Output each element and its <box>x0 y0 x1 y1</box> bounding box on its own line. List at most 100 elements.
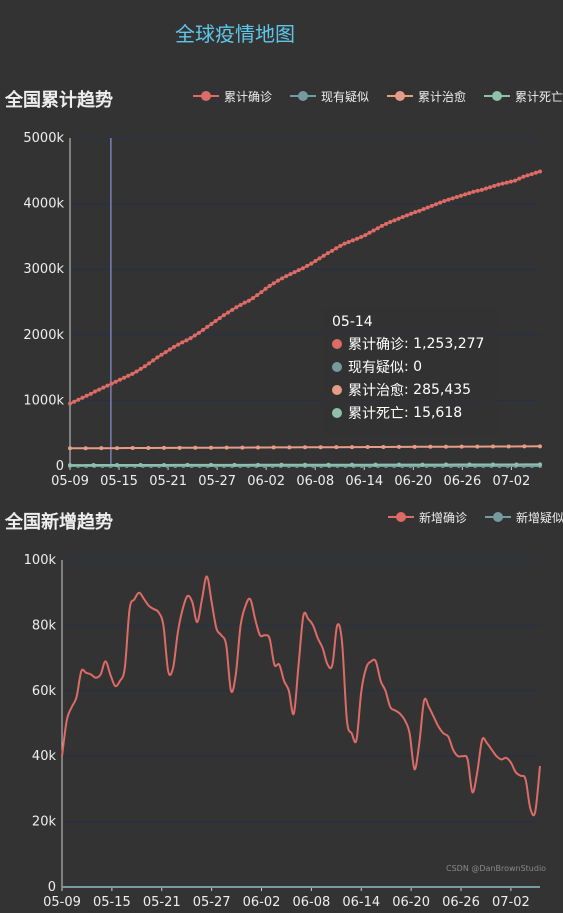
data-point <box>217 316 222 321</box>
data-point <box>525 173 530 178</box>
tooltip-dot <box>332 408 342 418</box>
data-point <box>134 369 139 374</box>
data-point <box>271 281 276 286</box>
data-point <box>101 385 106 390</box>
data-point <box>209 445 213 450</box>
data-point <box>384 221 389 226</box>
data-point <box>303 462 307 467</box>
data-point <box>475 188 480 193</box>
data-point <box>271 445 276 450</box>
data-point <box>259 290 264 295</box>
tooltip-dot <box>332 385 342 395</box>
tooltip-value: 285,435 <box>413 382 472 398</box>
data-point <box>159 352 164 357</box>
y-tick-label: 80k <box>32 618 57 633</box>
data-point <box>371 228 376 233</box>
data-point <box>80 395 85 400</box>
data-point <box>529 172 534 177</box>
data-point <box>115 446 119 451</box>
data-point <box>396 216 401 221</box>
data-point <box>533 170 538 175</box>
data-point <box>176 342 181 347</box>
data-point <box>230 307 235 312</box>
data-point <box>205 324 210 329</box>
data-point <box>514 462 519 467</box>
data-point <box>412 444 417 449</box>
legend-label: 累计死亡 <box>515 90 563 104</box>
legend-marker <box>395 91 405 101</box>
chart-tooltip: 05-14 累计确诊: 1,253,277 现有疑似: 0 累计治愈: 285,… <box>322 308 498 434</box>
data-point <box>232 462 237 467</box>
chart-title-new: 全国新增趋势 <box>5 512 113 533</box>
tooltip-dot <box>332 339 342 349</box>
data-point <box>483 186 488 191</box>
data-point <box>404 213 409 218</box>
data-point <box>454 195 459 200</box>
data-point <box>221 313 226 318</box>
tooltip-value: 15,618 <box>413 405 463 421</box>
x-tick-label: 05-09 <box>43 895 81 910</box>
x-tick-label: 06-08 <box>296 474 334 489</box>
data-point <box>517 176 522 181</box>
tooltip-row-confirmed: 累计确诊: 1,253,277 <box>332 334 488 354</box>
data-point <box>392 218 397 223</box>
data-point <box>330 248 335 253</box>
data-point <box>538 169 542 174</box>
data-point <box>275 278 280 283</box>
legend-marker <box>396 512 406 522</box>
x-tick-label: 05-27 <box>198 474 236 489</box>
data-point <box>467 462 472 467</box>
x-tick-label: 06-20 <box>392 895 430 910</box>
data-point <box>192 333 197 338</box>
x-tick-label: 06-08 <box>293 895 331 910</box>
data-point <box>300 266 305 271</box>
data-point <box>459 444 464 449</box>
data-point <box>256 462 260 467</box>
data-point <box>365 445 370 450</box>
data-point <box>521 174 526 179</box>
legend-label: 现有疑似 <box>321 89 369 104</box>
tooltip-value: 1,253,277 <box>413 336 485 352</box>
data-point <box>68 401 72 406</box>
data-point <box>488 185 493 190</box>
data-point <box>434 202 439 207</box>
data-point <box>226 310 231 315</box>
data-point <box>373 462 378 467</box>
data-point <box>491 444 495 449</box>
data-point <box>209 321 214 326</box>
tooltip-date: 05-14 <box>332 314 373 330</box>
y-tick-label: 20k <box>32 815 57 830</box>
data-point <box>109 381 114 386</box>
cumulative-chart: 0 1000k 2000k 3000k 4000k 5000k 05-09 05-15 05-2… <box>23 89 563 489</box>
y-tick-label: 2000k <box>23 328 64 343</box>
data-point <box>91 463 96 468</box>
data-point <box>375 226 380 231</box>
data-point <box>162 462 166 467</box>
y-tick-label: 4000k <box>23 197 64 212</box>
data-point <box>184 338 189 343</box>
data-point <box>350 445 354 450</box>
x-tick-label: 05-09 <box>51 474 89 489</box>
x-tick-label: 06-20 <box>394 474 432 489</box>
data-point <box>326 462 331 467</box>
data-point <box>359 235 364 240</box>
x-tick-label: 06-14 <box>342 895 380 910</box>
data-point <box>522 444 527 449</box>
x-tick-label: 06-26 <box>443 474 481 489</box>
data-point <box>138 366 143 371</box>
tooltip-label: 累计确诊 <box>348 337 404 353</box>
x-tick-label: 07-02 <box>493 474 531 489</box>
data-point <box>467 191 472 196</box>
data-point <box>147 361 152 366</box>
data-point <box>325 251 330 256</box>
legend-label: 累计确诊 <box>224 90 272 104</box>
data-point <box>224 445 229 450</box>
legend-marker <box>201 91 211 101</box>
data-point <box>442 198 447 203</box>
data-point <box>92 389 97 394</box>
data-point <box>309 261 314 266</box>
legend-label: 新增疑似 <box>516 510 563 525</box>
data-point <box>346 239 351 244</box>
data-point <box>538 444 542 449</box>
data-point <box>491 462 495 467</box>
